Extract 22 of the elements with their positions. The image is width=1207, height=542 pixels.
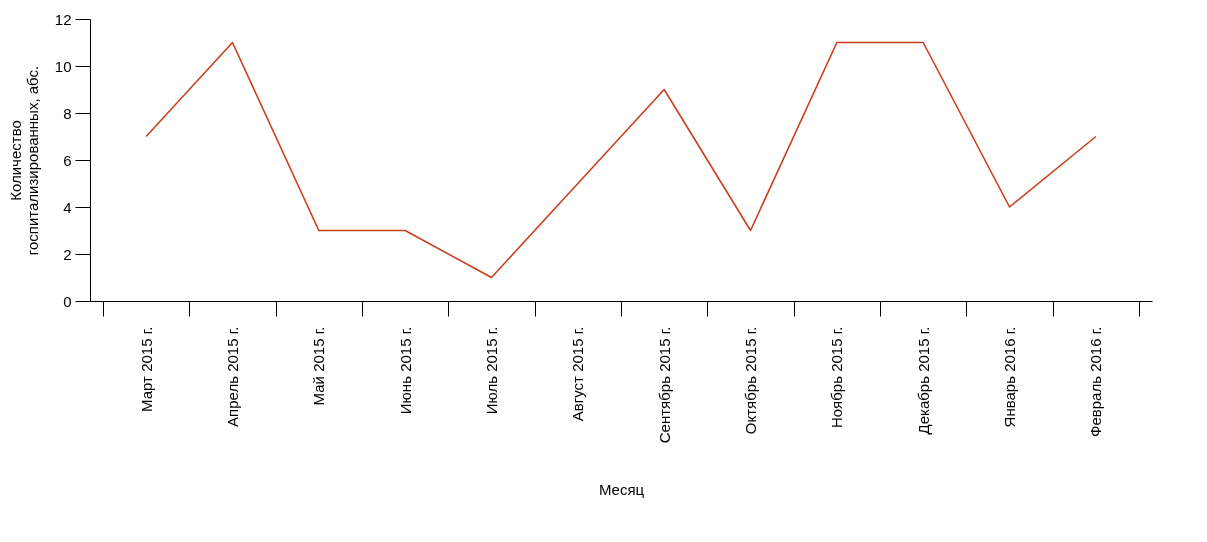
- x-tick-label: Июль 2015 г.: [482, 326, 500, 415]
- x-tick-label: Ноябрь 2015 г.: [828, 326, 846, 429]
- y-tick-label: 8: [63, 104, 72, 122]
- x-tick-label: Сентябрь 2015 г.: [655, 326, 673, 444]
- x-tick-label: Январь 2016 г.: [1001, 326, 1019, 428]
- y-tick-label: 6: [63, 151, 72, 169]
- line-series: [145, 41, 1097, 279]
- x-tick-label: Август 2015 г.: [569, 326, 587, 422]
- x-tick-label: Декабрь 2015 г.: [914, 326, 932, 435]
- x-tick-label: Октябрь 2015 г.: [742, 326, 760, 435]
- x-tick-label: Апрель 2015 г.: [223, 326, 241, 427]
- x-tick-label: Февраль 2016 г.: [1087, 326, 1105, 437]
- y-tick-label: 4: [63, 198, 72, 216]
- x-tick-label: Май 2015 г.: [310, 326, 328, 406]
- x-tick-label: Март 2015 г.: [137, 326, 155, 412]
- y-tick-label: 10: [54, 57, 72, 75]
- y-axis-title: Количество госпитализированных, абс.: [6, 65, 41, 256]
- y-tick-label: 0: [63, 292, 72, 310]
- x-tick-label: Июнь 2015 г.: [396, 326, 414, 415]
- y-tick-label: 12: [54, 10, 72, 28]
- y-tick-label: 2: [63, 245, 72, 263]
- x-axis-title: Месяц: [598, 481, 645, 499]
